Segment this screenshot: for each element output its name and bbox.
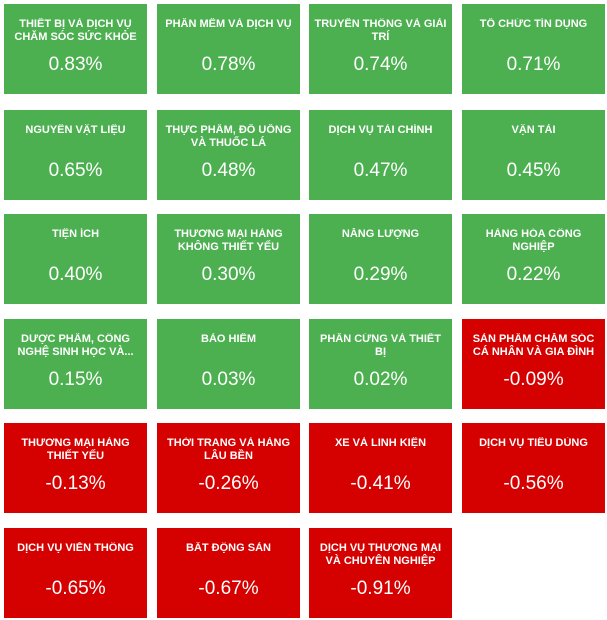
sector-name: VẬN TẢI (511, 124, 556, 136)
sector-change: 0.74% (353, 54, 408, 75)
sector-tile[interactable]: NGUYÊN VẬT LIỆU 0.65% (4, 110, 147, 200)
sector-tile[interactable]: DỊCH VỤ TÀI CHÍNH 0.47% (309, 110, 452, 200)
sector-name: SẢN PHẨM CHĂM SÓC CÁ NHÂN VÀ GIA ĐÌNH (472, 333, 595, 358)
sector-name: TRUYỀN THÔNG VÀ GIẢI TRÍ (314, 18, 447, 43)
sector-change: -0.65% (45, 578, 106, 599)
sector-name: DỊCH VỤ TIÊU DÙNG (479, 437, 588, 449)
sector-change: 0.40% (48, 264, 103, 285)
sector-change: 0.71% (506, 54, 561, 75)
sector-tile[interactable]: VẬN TẢI 0.45% (462, 110, 605, 200)
sector-tile[interactable]: TRUYỀN THÔNG VÀ GIẢI TRÍ 0.74% (309, 4, 452, 94)
sector-name: XE VÀ LINH KIỆN (334, 437, 427, 449)
sector-name: THỜI TRANG VÀ HÀNG LÂU BỀN (166, 437, 291, 462)
sector-tile[interactable]: TỔ CHỨC TÍN DỤNG 0.71% (462, 4, 605, 94)
sector-tile[interactable]: BẢO HIỂM 0.03% (157, 319, 300, 409)
sector-change: 0.29% (353, 264, 408, 285)
sector-change: -0.26% (198, 473, 259, 494)
sector-name: DƯỢC PHẨM, CÔNG NGHỆ SINH HỌC VÀ... (17, 333, 134, 358)
sector-change: -0.67% (198, 578, 259, 599)
sector-name: TỔ CHỨC TÍN DỤNG (479, 18, 588, 30)
sector-name: NGUYÊN VẬT LIỆU (25, 124, 126, 136)
sector-change: 0.47% (353, 160, 408, 181)
sector-tile[interactable]: HÀNG HÓA CÔNG NGHIỆP 0.22% (462, 214, 605, 304)
sector-name: BẢO HIỂM (201, 333, 256, 345)
sector-name: THỰC PHẨM, ĐỒ UỐNG VÀ THUỐC LÁ (165, 124, 292, 149)
sector-tile[interactable]: THƯƠNG MẠI HÀNG KHÔNG THIẾT YẾU 0.30% (157, 214, 300, 304)
sector-name: HÀNG HÓA CÔNG NGHIỆP (485, 228, 582, 253)
sector-tile[interactable]: PHẦN CỨNG VÀ THIẾT BỊ 0.02% (309, 319, 452, 409)
sector-change: 0.03% (201, 369, 256, 390)
sector-name: THƯƠNG MẠI HÀNG KHÔNG THIẾT YẾU (174, 228, 283, 253)
sector-name: DỊCH VỤ TÀI CHÍNH (328, 124, 433, 136)
sector-tile[interactable]: BẤT ĐỘNG SẢN -0.67% (157, 528, 300, 618)
sector-change: 0.30% (201, 264, 256, 285)
sector-tile[interactable]: THỰC PHẨM, ĐỒ UỐNG VÀ THUỐC LÁ 0.48% (157, 110, 300, 200)
sector-change: 0.15% (48, 369, 103, 390)
sector-tile[interactable]: NĂNG LƯỢNG 0.29% (309, 214, 452, 304)
sector-change: 0.45% (506, 160, 561, 181)
sector-tile[interactable]: THỜI TRANG VÀ HÀNG LÂU BỀN -0.26% (157, 423, 300, 513)
sector-change: 0.83% (48, 54, 103, 75)
sector-tile[interactable]: PHẦN MỀM VÀ DỊCH VỤ 0.78% (157, 4, 300, 94)
sector-change: -0.91% (350, 578, 411, 599)
sector-change: -0.56% (503, 473, 564, 494)
sector-change: 0.22% (506, 264, 561, 285)
sector-name: DỊCH VỤ VIỄN THÔNG (17, 542, 134, 554)
sector-tile[interactable]: DỊCH VỤ THƯƠNG MẠI VÀ CHUYÊN NGHIỆP -0.9… (309, 528, 452, 618)
sector-name: TIỆN ÍCH (51, 228, 100, 240)
sector-change: 0.48% (201, 160, 256, 181)
sector-change: -0.41% (350, 473, 411, 494)
sector-change: -0.09% (503, 369, 564, 390)
sector-tile[interactable]: XE VÀ LINH KIỆN -0.41% (309, 423, 452, 513)
sector-tile[interactable]: DỊCH VỤ TIÊU DÙNG -0.56% (462, 423, 605, 513)
sector-name: PHẦN MỀM VÀ DỊCH VỤ (165, 18, 292, 30)
sector-name: BẤT ĐỘNG SẢN (186, 542, 271, 554)
sector-tile[interactable]: SẢN PHẨM CHĂM SÓC CÁ NHÂN VÀ GIA ĐÌNH -0… (462, 319, 605, 409)
sector-tile[interactable]: TIỆN ÍCH 0.40% (4, 214, 147, 304)
sector-change: 0.65% (48, 160, 103, 181)
sector-change: 0.78% (201, 54, 256, 75)
sector-change: 0.02% (353, 369, 408, 390)
sector-name: NĂNG LƯỢNG (341, 228, 420, 240)
sector-tile[interactable]: DƯỢC PHẨM, CÔNG NGHỆ SINH HỌC VÀ... 0.15… (4, 319, 147, 409)
sector-change: -0.13% (45, 473, 106, 494)
sector-name: DỊCH VỤ THƯƠNG MẠI VÀ CHUYÊN NGHIỆP (319, 542, 442, 567)
sector-name: THƯƠNG MẠI HÀNG THIẾT YẾU (21, 437, 130, 462)
sector-tile[interactable]: THƯƠNG MẠI HÀNG THIẾT YẾU -0.13% (4, 423, 147, 513)
sector-name: THIẾT BỊ VÀ DỊCH VỤ CHĂM SÓC SỨC KHỎE (14, 18, 137, 43)
sector-name: PHẦN CỨNG VÀ THIẾT BỊ (320, 333, 441, 358)
sector-tile[interactable]: DỊCH VỤ VIỄN THÔNG -0.65% (4, 528, 147, 618)
sector-tile[interactable]: THIẾT BỊ VÀ DỊCH VỤ CHĂM SÓC SỨC KHỎE 0.… (4, 4, 147, 94)
